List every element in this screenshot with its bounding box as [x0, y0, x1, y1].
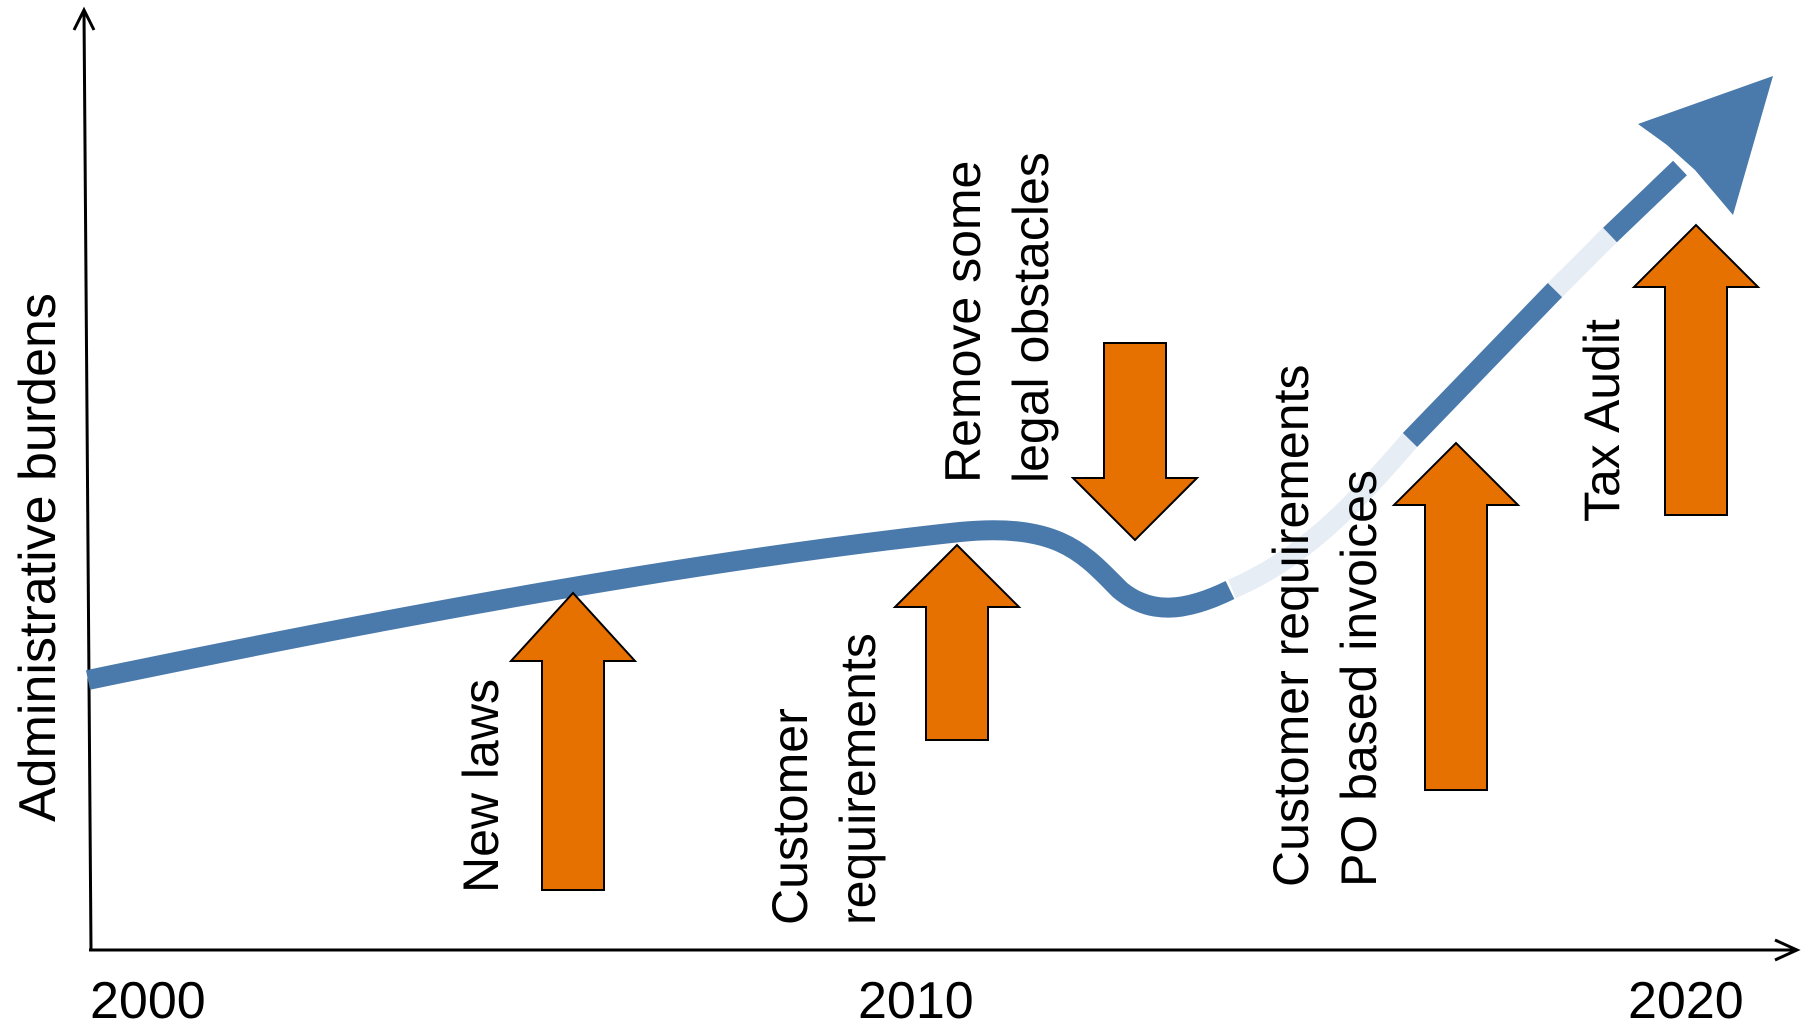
arrow-up-new-laws [508, 591, 638, 891]
x-tick-2000: 2000 [90, 972, 206, 1030]
trend-curve-rise [1402, 283, 1563, 447]
arrow-down-remove-obstacles [1070, 342, 1200, 542]
label-remove-obstacles: Remove some legal obstacles [935, 152, 1059, 483]
trend-arrowhead [1638, 76, 1773, 215]
arrow-up-customer-po [1391, 441, 1521, 791]
y-axis-label: Administrative burdens [9, 293, 67, 822]
label-new-laws: New laws [453, 679, 509, 893]
trend-curve [85, 520, 1235, 690]
y-axis-arrowhead [72, 6, 96, 31]
arrow-up-customer-requirements [892, 543, 1022, 741]
x-tick-2010: 2010 [858, 972, 974, 1030]
trend-curve-faded-2 [1547, 227, 1618, 298]
arrow-up-tax-audit [1631, 223, 1761, 516]
trend-curve-end [1603, 160, 1687, 243]
y-axis [82, 11, 93, 951]
label-customer-po: Customer requirements PO based invoices [1263, 364, 1387, 887]
x-axis-arrowhead [1774, 938, 1801, 962]
label-tax-audit: Tax Audit [1574, 319, 1630, 522]
label-customer-requirements: Customer requirements [762, 633, 886, 925]
trend-curve-faded [1228, 433, 1418, 599]
x-tick-2020: 2020 [1628, 972, 1744, 1030]
